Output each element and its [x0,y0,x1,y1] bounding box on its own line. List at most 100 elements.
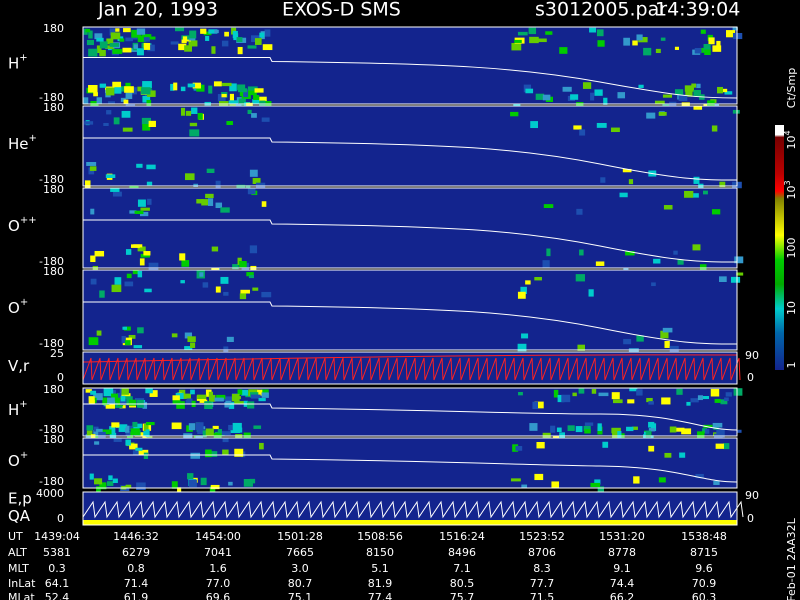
spectrum-cell [638,37,648,43]
spectrum-cell [603,97,608,105]
spectrum-cell [584,422,594,426]
panel [83,492,737,525]
spectrum-cell [237,427,243,433]
spectrum-cell [113,438,122,442]
spectrum-cell [594,479,601,485]
cell: 75.1 [288,591,313,600]
spectrum-cell [90,100,99,109]
spectrum-cell [264,29,271,37]
spectrum-cell [597,486,605,492]
spectrum-cell [147,44,155,52]
spectrum-cell [123,28,131,33]
spectrum-cell [236,184,246,189]
colorbar-tick-exp: 4 [783,130,792,135]
spectrum-cell [239,261,247,268]
spectrum-cell [222,449,229,455]
spectrum-cell [674,46,680,50]
spectrum-cell [510,478,521,482]
spectrum-cell [257,389,263,396]
y-tick-label: 25 [50,347,64,360]
cell: 0.8 [127,562,145,575]
spectrum-cell [114,277,122,285]
cell: 1501:28 [277,530,323,543]
trace-line [83,219,738,263]
spectrum-cell [171,422,182,430]
spectrum-cell [121,393,131,399]
spectrum-cell [579,129,586,136]
spectrum-cell [262,44,273,51]
spectrum-cell [203,31,212,36]
spectrum-cell [105,174,116,179]
spectrum-cell [545,31,553,35]
spectrum-cell [240,289,250,294]
spectrum-cell [88,84,98,93]
spectrum-cell [261,201,267,207]
panel-label-text: E,p [8,489,32,507]
spectrum-cell [679,452,686,458]
y2-tick-label: 0 [747,371,754,384]
spectrum-cell [146,99,152,107]
spectrum-cell [115,28,120,32]
cell: 74.4 [610,577,635,590]
spectrum-cell [660,330,669,339]
spectrum-cell [149,36,156,40]
spectrum-cell [716,429,725,438]
spectrum-cell [121,335,126,344]
spectrum-cell [597,40,605,47]
spectrum-cell [210,451,218,457]
spectrum-cell [559,47,568,54]
spectrum-cell [124,86,134,93]
row-label: MLT [8,562,29,575]
spectrum-cell [252,178,261,185]
spectrum-cell [693,89,701,97]
spectrum-cell [148,262,159,271]
cell: 60.3 [692,591,717,600]
panel-label: O++ [8,215,37,235]
spectrum-cell [648,428,656,432]
spectrum-cell [208,29,218,34]
spectrum-cell [99,41,108,49]
cell: 70.9 [692,577,717,590]
spectrum-cell [229,83,237,92]
spectrum-cell [125,249,132,255]
spectrum-cell [241,389,249,396]
spectrum-cell [617,92,626,99]
spectrum-cell [231,393,240,402]
spectrum-cell [247,109,252,115]
cell: 71.4 [124,577,149,590]
spectrum-cell [685,90,693,97]
cell: 8715 [690,546,718,559]
spectrum-cell [664,452,672,458]
cell: 1439:04 [34,530,80,543]
spectrum-cell [676,427,685,432]
cell: 80.7 [288,577,313,590]
spectrum-cell [187,336,196,343]
spectrum-cell [598,392,609,397]
spectrum-cell [105,87,115,96]
spectrum-cell [247,45,257,49]
panel-label-text: O [8,299,20,317]
spectrum-cell [612,430,619,438]
spectrum-cell [141,34,152,38]
spectrum-cell [562,86,572,92]
spectrum-cell [119,38,125,42]
trace-line [83,454,738,483]
time: 14:39:04 [655,0,740,21]
spectrum-cell [217,94,226,102]
spectrum-cell [210,484,220,490]
spectrum-cell [658,111,667,116]
cell: 1531:20 [599,530,645,543]
spectrum-cell [238,98,246,106]
panel-frame [82,187,738,269]
spectrum-cell [86,162,97,166]
cell: 0.3 [48,562,66,575]
spectrum-cell [205,35,210,41]
spectrum-cell [121,388,129,395]
spectrum-cell [631,426,638,430]
spectrum-cell [189,122,198,127]
spectrum-cell [514,39,522,43]
spectrum-cell [523,84,532,93]
spectrum-cell [627,399,635,404]
spectrum-cell [252,287,259,291]
spectrum-cell [600,177,606,183]
